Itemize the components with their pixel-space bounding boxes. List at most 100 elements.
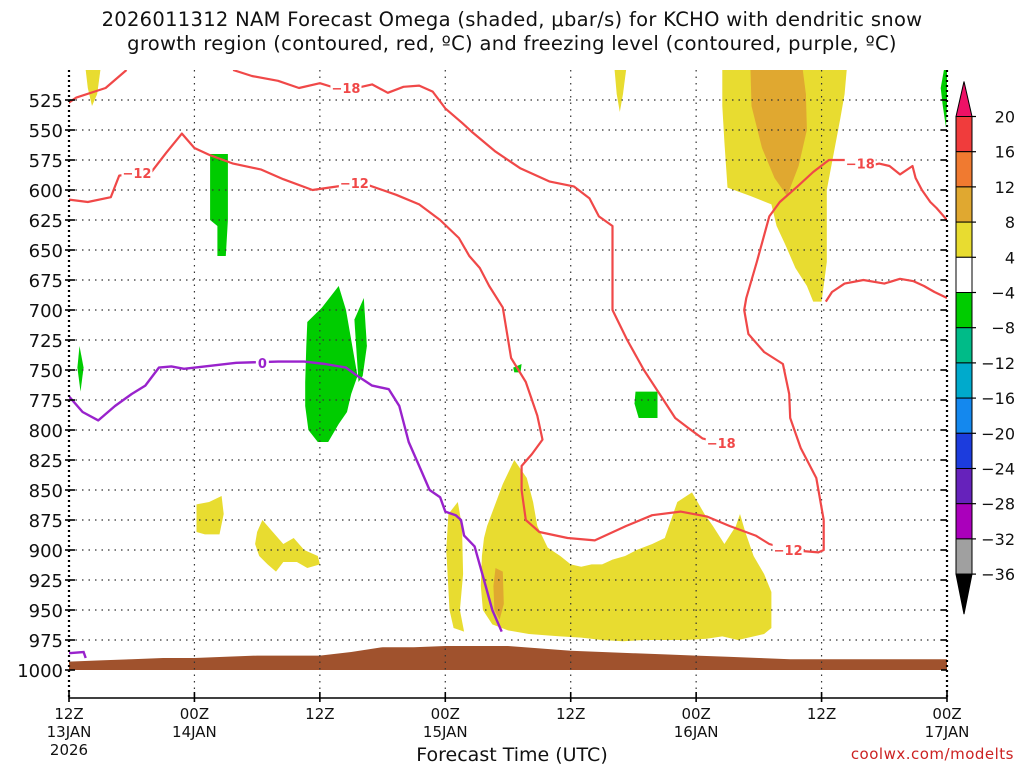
x-tick-date-84: 17JAN bbox=[925, 723, 970, 741]
y-tick-label-975: 975 bbox=[29, 631, 63, 652]
colorbar-label-13: −36 bbox=[981, 565, 1015, 584]
contours bbox=[69, 70, 947, 659]
y-tick-label-900: 900 bbox=[29, 541, 63, 562]
dgz-extra-label-1: −18 bbox=[707, 437, 736, 452]
colorbar-segment-1 bbox=[955, 116, 973, 153]
y-tick-label-650: 650 bbox=[29, 241, 63, 262]
x-tick-label-48: 12Z bbox=[556, 705, 585, 723]
dgz-contour-3 bbox=[824, 277, 947, 303]
colorbar-segment-11 bbox=[955, 468, 973, 505]
colorbar-segment-10 bbox=[955, 432, 973, 469]
x-tick-year-0: 2026 bbox=[50, 741, 88, 759]
colorbar-segment-4 bbox=[955, 221, 973, 258]
chart-title-line2: growth region (contoured, red, ºC) and f… bbox=[127, 32, 897, 55]
freezing-level-label-bg bbox=[255, 354, 269, 370]
colorbar-segment-6 bbox=[955, 292, 973, 329]
colorbar: 20 16 12 8 4 −4 −8 −12 −16 −20 −24 −28 −32 −36 bbox=[955, 81, 1015, 615]
colorbar-label-9: −20 bbox=[981, 424, 1015, 443]
grid bbox=[69, 70, 947, 698]
colorbar-segment-2 bbox=[955, 151, 973, 188]
colorbar-label-2: 12 bbox=[995, 178, 1015, 197]
colorbar-label-5: −4 bbox=[991, 284, 1015, 303]
y-tick-label-600: 600 bbox=[29, 181, 63, 202]
omega-area-down-4-14 bbox=[940, 70, 947, 128]
colorbar-top-arrow bbox=[955, 81, 973, 117]
dgz-label-0: −18 bbox=[331, 82, 360, 97]
x-tick-label-12: 00Z bbox=[180, 705, 209, 723]
omega-area-down-4-11 bbox=[210, 154, 228, 256]
y-tick-label-925: 925 bbox=[29, 571, 63, 592]
x-tick-label-24: 12Z bbox=[305, 705, 334, 723]
y-tick-label-525: 525 bbox=[29, 91, 63, 112]
colorbar-segment-8 bbox=[955, 362, 973, 399]
x-tick-label-60: 00Z bbox=[681, 705, 710, 723]
y-tick-label-800: 800 bbox=[29, 421, 63, 442]
dgz-extra-label-3: −18 bbox=[846, 158, 875, 173]
dgz-extra-label-1-bg bbox=[705, 435, 737, 451]
y-tick-label-850: 850 bbox=[29, 481, 63, 502]
x-tick-label-72: 12Z bbox=[807, 705, 836, 723]
dgz-contour-1 bbox=[69, 132, 947, 554]
colorbar-label-8: −16 bbox=[981, 389, 1015, 408]
y-tick-label-625: 625 bbox=[29, 211, 63, 232]
colorbar-segment-3 bbox=[955, 186, 973, 223]
y-tick-label-750: 750 bbox=[29, 361, 63, 382]
omega-area-up-12-8 bbox=[493, 568, 504, 620]
y-tick-label-550: 550 bbox=[29, 121, 63, 142]
omega-area-up-8-0 bbox=[85, 70, 101, 106]
colorbar-segment-5 bbox=[955, 256, 973, 293]
omega-area-up-8-1 bbox=[614, 70, 627, 112]
colorbar-segment-9 bbox=[955, 397, 973, 434]
dgz-label-1: −12 bbox=[122, 167, 151, 182]
omega-area-up-8-7 bbox=[480, 460, 772, 642]
colorbar-label-10: −24 bbox=[981, 460, 1015, 479]
omega-area-down-4-10 bbox=[354, 298, 367, 382]
colorbar-label-6: −8 bbox=[991, 319, 1015, 338]
x-axis-title: Forecast Time (UTC) bbox=[416, 744, 608, 766]
omega-area-up-12-3 bbox=[750, 70, 807, 196]
y-tick-label-700: 700 bbox=[29, 301, 63, 322]
y-tick-label-725: 725 bbox=[29, 331, 63, 352]
omega-area-down-4-12 bbox=[77, 346, 84, 392]
watermark: coolwx.com/modelts bbox=[850, 745, 1014, 763]
freezing-level-contour bbox=[69, 360, 503, 633]
axes: 525 550 575 600 625 650 675 700 725 750 775 800 825 8… bbox=[17, 70, 969, 759]
dgz-extra-label-2-bg bbox=[772, 542, 804, 557]
colorbar-bottom-arrow bbox=[955, 573, 973, 615]
ground-area bbox=[69, 646, 947, 670]
colorbar-segment-12 bbox=[955, 503, 973, 540]
y-tick-label-950: 950 bbox=[29, 601, 63, 622]
omega-shading bbox=[77, 70, 947, 642]
omega-area-up-8-6 bbox=[446, 502, 465, 632]
dgz-extra-label-2: −12 bbox=[774, 544, 803, 559]
freezing-level-label: 0 bbox=[258, 357, 267, 372]
x-tick-label-0: 12Z bbox=[54, 705, 83, 723]
y-tick-label-775: 775 bbox=[29, 391, 63, 412]
omega-area-up-8-5 bbox=[255, 520, 320, 572]
colorbar-segment-7 bbox=[955, 327, 973, 364]
y-tick-label-675: 675 bbox=[29, 271, 63, 292]
x-tick-date-12: 14JAN bbox=[172, 723, 217, 741]
y-tick-label-1000: 1000 bbox=[17, 661, 63, 682]
dgz-label-1-bg bbox=[121, 165, 153, 181]
x-tick-label-36: 00Z bbox=[431, 705, 460, 723]
colorbar-label-3: 8 bbox=[1005, 213, 1015, 232]
colorbar-label-7: −12 bbox=[981, 354, 1015, 373]
y-tick-label-575: 575 bbox=[29, 151, 63, 172]
y-tick-label-875: 875 bbox=[29, 511, 63, 532]
dgz-extra-label-0-bg bbox=[338, 174, 370, 190]
x-tick-date-60: 16JAN bbox=[674, 723, 719, 741]
colorbar-label-12: −32 bbox=[981, 530, 1015, 549]
colorbar-label-11: −28 bbox=[981, 495, 1015, 514]
x-tick-label-84: 00Z bbox=[932, 705, 961, 723]
omega-area-up-8-4 bbox=[196, 496, 224, 535]
colorbar-label-0: 20 bbox=[995, 108, 1015, 127]
terrain-ground bbox=[69, 646, 947, 670]
x-tick-date-36: 15JAN bbox=[423, 723, 468, 741]
colorbar-label-4: 4 bbox=[1005, 248, 1015, 267]
dgz-extra-label-0: −12 bbox=[340, 177, 369, 192]
dgz-label-0-bg bbox=[330, 80, 362, 95]
contour-labels: −18 −12 −12 −18 −12 −18 0 bbox=[121, 80, 876, 559]
y-tick-label-825: 825 bbox=[29, 451, 63, 472]
